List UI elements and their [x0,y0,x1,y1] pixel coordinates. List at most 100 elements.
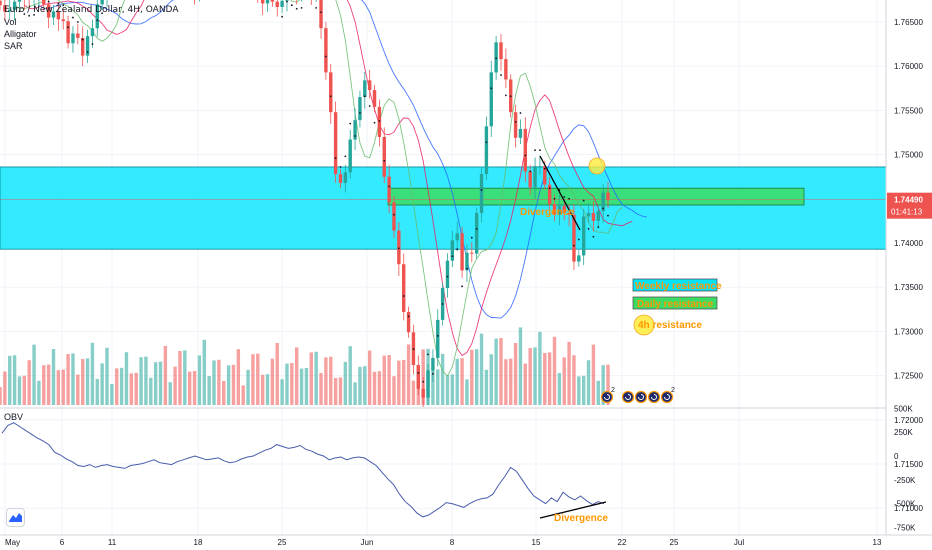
volume-bar [85,358,90,405]
obv-label: OBV [4,412,23,422]
sar-dot [397,247,400,250]
sar-dot [383,159,386,162]
indicator-vol[interactable]: Vol [4,17,17,27]
event-icon-glyph [625,394,631,400]
candle-body [547,184,552,205]
time-tick-label: 6 [60,538,65,547]
candle-body [499,42,503,60]
sar-dot [33,14,35,16]
sar-dot [91,43,94,45]
sar-dot [334,157,337,160]
volume-bar [260,374,265,405]
candle-body [402,264,406,312]
candle-body [460,233,464,271]
sar-dot [456,248,459,251]
price-tick-label: 1.72500 [894,372,923,381]
volume-bar [596,380,600,405]
volume-bar [450,374,455,405]
tradingview-logo-icon[interactable] [6,508,25,527]
candle-body [601,192,605,212]
volume-bar [363,366,367,405]
symbol-title[interactable]: Euro / New Zealand Dollar, 4H, OANDA [4,5,179,15]
obv-tick-label: 500K [894,404,913,413]
alligator-line [14,0,623,377]
candle-body [319,0,323,29]
sar-dot [344,155,347,158]
sar-dot [504,94,507,97]
candle-body [51,11,56,18]
chart-legend: Euro / New Zealand Dollar, 4H, OANDA Vol… [4,4,179,52]
sar-dot [363,95,366,98]
volume-bar [256,353,260,405]
volume-bar [144,356,148,405]
candle-body [363,80,367,98]
volume-bar [343,361,348,405]
candle-body [285,0,289,1]
volume-bar [295,347,299,405]
sar-dot [495,57,498,60]
sar-dot [62,4,65,7]
candle-body [275,1,279,7]
candle-body [606,192,610,200]
candle-body [465,252,469,271]
event-count: 2 [611,387,615,394]
time-axis-bg [0,535,932,550]
candle-body [562,205,566,213]
sar-dot [324,55,327,58]
volume-bar [217,359,221,405]
volume-bar [440,353,445,405]
candle-body [329,72,333,113]
event-icon [634,390,648,404]
sar-dot [407,315,410,318]
volume-bar [270,358,275,405]
volume-bar [90,342,95,405]
sar-dot [500,74,502,76]
volume-bar [56,370,61,405]
volume-bar [387,355,391,405]
volume-bar [348,346,352,405]
candle-body [56,11,61,20]
sar-dot [553,197,556,200]
volume-bar [265,374,270,405]
sar-dots [18,0,609,383]
sar-dot [436,334,439,337]
volume-bar [241,385,245,405]
sar-dot [597,226,600,228]
sar-dot [315,6,318,9]
volume-bar [470,349,474,405]
candle-body [8,9,12,12]
volume-bar [299,368,304,405]
candle-body [538,166,542,168]
volume-bar [567,341,571,405]
candle-body [543,166,547,185]
last-price-tag [887,192,932,219]
indicator-alligator[interactable]: Alligator [4,29,37,39]
candle-body [358,97,362,121]
indicator-sar[interactable]: SAR [4,41,23,51]
volume-bar [504,359,508,405]
price-tick-label: 1.76500 [894,18,923,27]
volume-bar [518,327,523,405]
event-icon-glyph [638,394,644,400]
last-price-label: 1.74490 [894,196,923,205]
candle-body [450,240,455,261]
sar-dot [81,38,84,41]
candle-body [406,311,411,333]
obv-annotations: Divergence [539,501,608,524]
price-tick-label: 1.76000 [894,62,923,71]
candle-body [17,0,22,2]
time-tick-label: 13 [873,538,882,547]
candle-body [95,4,99,29]
candle-body [489,72,493,127]
volume-bar [110,384,114,405]
candle-body [586,212,591,217]
event-icon-glyph [604,394,610,400]
volume-bar [572,355,576,405]
event-icon [621,390,635,404]
candle-body [348,139,352,173]
volume-bar [124,352,129,405]
candle-body [533,166,537,188]
sar-dot [422,380,425,383]
candle-body [436,319,440,358]
